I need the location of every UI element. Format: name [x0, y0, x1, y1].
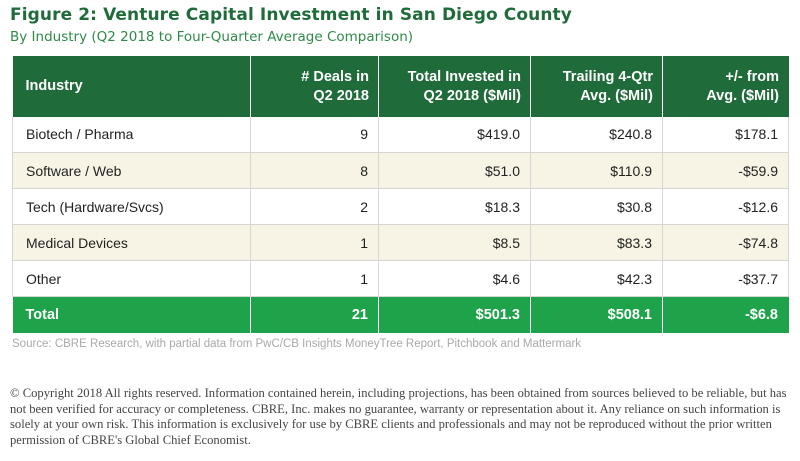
cell-invested: $18.3 — [378, 188, 531, 225]
vc-investment-table: Industry # Deals in Q2 2018 Total Invest… — [12, 56, 789, 333]
cell-diff: -$59.9 — [662, 152, 789, 189]
cell-invested: $419.0 — [378, 116, 531, 153]
cell-trailing: $42.3 — [530, 260, 663, 297]
cell-diff: -$12.6 — [662, 188, 789, 225]
total-invested: $501.3 — [378, 296, 531, 333]
table-header-row: Industry # Deals in Q2 2018 Total Invest… — [12, 56, 789, 117]
cell-diff: $178.1 — [662, 116, 789, 153]
header-diff-line2: Avg. ($Mil) — [706, 87, 779, 104]
table-row: Medical Devices 1 $8.5 $83.3 -$74.8 — [12, 224, 789, 261]
cell-diff: -$74.8 — [662, 224, 789, 261]
header-invested-line1: Total Invested in — [407, 68, 521, 85]
cell-trailing: $83.3 — [530, 224, 663, 261]
header-invested-line2: Q2 2018 ($Mil) — [423, 87, 521, 104]
copyright-disclaimer: © Copyright 2018 All rights reserved. In… — [10, 386, 787, 447]
cell-trailing: $240.8 — [530, 116, 663, 153]
table-row: Software / Web 8 $51.0 $110.9 -$59.9 — [12, 152, 789, 189]
header-industry: Industry — [12, 56, 251, 117]
header-trailing-line1: Trailing 4-Qtr — [562, 68, 653, 85]
cell-trailing: $30.8 — [530, 188, 663, 225]
table-row: Tech (Hardware/Svcs) 2 $18.3 $30.8 -$12.… — [12, 188, 789, 225]
cell-diff: -$37.7 — [662, 260, 789, 297]
header-diff-line1: +/- from — [725, 68, 779, 85]
total-trailing: $508.1 — [530, 296, 663, 333]
total-deals: 21 — [250, 296, 379, 333]
table-row: Other 1 $4.6 $42.3 -$37.7 — [12, 260, 789, 297]
figure-subtitle: By Industry (Q2 2018 to Four-Quarter Ave… — [10, 29, 414, 45]
cell-industry: Software / Web — [12, 152, 251, 189]
cell-deals: 1 — [250, 224, 379, 261]
cell-deals: 8 — [250, 152, 379, 189]
cell-deals: 1 — [250, 260, 379, 297]
header-deals-line2: Q2 2018 — [313, 87, 369, 104]
header-deals-line1: # Deals in — [301, 68, 369, 85]
source-note: Source: CBRE Research, with partial data… — [12, 338, 582, 350]
cell-deals: 2 — [250, 188, 379, 225]
cell-industry: Biotech / Pharma — [12, 116, 251, 153]
header-industry-label: Industry — [25, 78, 83, 95]
header-invested: Total Invested in Q2 2018 ($Mil) — [378, 56, 531, 117]
cell-deals: 9 — [250, 116, 379, 153]
header-trailing: Trailing 4-Qtr Avg. ($Mil) — [530, 56, 663, 117]
header-trailing-line2: Avg. ($Mil) — [580, 87, 653, 104]
cell-invested: $4.6 — [378, 260, 531, 297]
cell-invested: $51.0 — [378, 152, 531, 189]
header-deals: # Deals in Q2 2018 — [250, 56, 379, 117]
figure-title: Figure 2: Venture Capital Investment in … — [10, 5, 572, 25]
cell-industry: Tech (Hardware/Svcs) — [12, 188, 251, 225]
total-row: Total 21 $501.3 $508.1 -$6.8 — [12, 296, 789, 333]
table-row: Biotech / Pharma 9 $419.0 $240.8 $178.1 — [12, 116, 789, 153]
header-diff: +/- from Avg. ($Mil) — [662, 56, 789, 117]
total-diff: -$6.8 — [662, 296, 789, 333]
cell-trailing: $110.9 — [530, 152, 663, 189]
total-label: Total — [12, 296, 251, 333]
cell-industry: Medical Devices — [12, 224, 251, 261]
cell-industry: Other — [12, 260, 251, 297]
cell-invested: $8.5 — [378, 224, 531, 261]
